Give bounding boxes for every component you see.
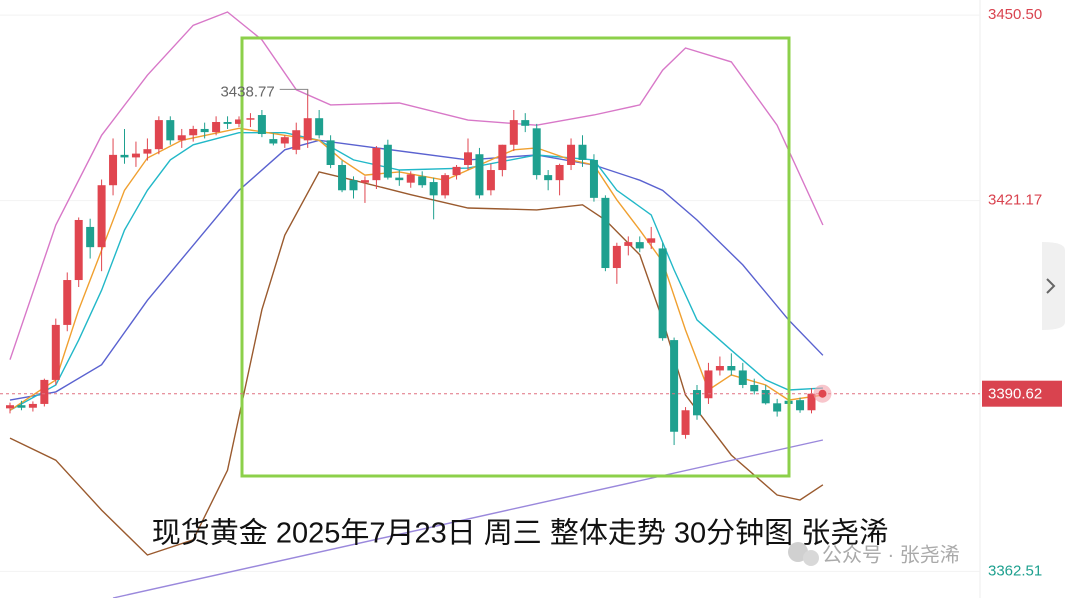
y-tick-label: 3421.17	[988, 192, 1042, 209]
candle-body	[521, 120, 530, 126]
candle-body	[464, 152, 472, 165]
candle-body	[28, 403, 37, 408]
candle-body	[131, 153, 140, 158]
candle-body	[143, 149, 152, 154]
candle-body	[670, 340, 679, 432]
candle-body	[360, 180, 369, 183]
indicator-lines	[9, 11, 824, 598]
candle-body	[418, 176, 427, 186]
indicator-line	[9, 127, 824, 411]
candle-body	[97, 185, 106, 248]
candle-body	[166, 120, 175, 141]
candle-body	[51, 324, 60, 380]
candle-body	[40, 379, 49, 404]
candle-body	[257, 115, 266, 135]
candle-body	[704, 370, 713, 399]
last-price-label: 3390.62	[988, 386, 1042, 403]
candle-body	[109, 154, 118, 186]
candle-body	[486, 170, 495, 191]
candle-body	[441, 175, 450, 196]
last-price-box	[982, 380, 1062, 407]
candle-body	[452, 166, 461, 176]
candle-body	[338, 164, 347, 191]
last-price-dot	[818, 389, 827, 398]
candle-body	[246, 118, 255, 120]
candle-body	[761, 390, 770, 404]
y-tick-label: 3450.50	[988, 6, 1042, 23]
candle-body	[589, 159, 598, 198]
candle-body	[693, 390, 701, 416]
candle-body	[280, 137, 289, 144]
candle-body	[429, 182, 438, 196]
candle-body	[223, 122, 232, 124]
candle-body	[658, 248, 667, 339]
candle-body	[17, 405, 26, 408]
candle-body	[326, 140, 335, 165]
candle-body	[727, 366, 736, 371]
candle-body	[235, 119, 243, 124]
candle-body	[807, 393, 816, 411]
candle-body	[796, 400, 805, 411]
candle-body	[555, 164, 564, 181]
candle-body	[532, 128, 541, 176]
caption: 现货黄金 2025年7月23日 周三 整体走势 30分钟图 张尧浠	[152, 517, 888, 550]
candle-body	[647, 238, 656, 243]
candle-body	[120, 154, 129, 158]
candle-body	[715, 366, 724, 371]
high-label: 3438.77	[220, 83, 274, 100]
candle-body	[63, 280, 72, 325]
candle-body	[773, 403, 782, 412]
indicator-line	[9, 139, 824, 401]
candle-body	[635, 242, 644, 249]
candle-body	[498, 144, 507, 171]
y-tick-label: 3362.51	[988, 562, 1042, 579]
candle-body	[544, 175, 553, 181]
candle-body	[681, 410, 690, 435]
candle-body	[612, 245, 621, 269]
candle-body	[578, 144, 587, 160]
candle-body	[315, 118, 324, 136]
candle-body	[383, 144, 392, 178]
indicator-line	[9, 11, 824, 360]
candle-body	[750, 384, 759, 392]
high-marker	[279, 88, 309, 96]
candle-body	[475, 154, 484, 196]
candle-body	[567, 144, 576, 165]
indicator-line	[9, 171, 824, 556]
watermark: 公众号 · 张尧浠	[822, 543, 960, 566]
grid	[0, 14, 980, 572]
candle-body	[406, 174, 415, 183]
candle-body	[738, 370, 747, 385]
overlay: 3438.77 3390.62	[0, 83, 1062, 407]
candle-body	[303, 118, 312, 141]
candle-body	[177, 135, 186, 141]
highlight-box	[240, 36, 791, 478]
candle-body	[200, 128, 209, 133]
candle-body	[189, 128, 198, 136]
indicator-line	[112, 439, 824, 598]
candle-body	[372, 147, 381, 181]
candle-body	[86, 226, 95, 248]
candle-body	[212, 122, 221, 133]
candle-body	[292, 130, 301, 150]
candles	[6, 89, 816, 446]
candle-body	[269, 139, 278, 144]
candle-body	[395, 177, 404, 181]
candle-body	[624, 242, 633, 246]
candle-body	[6, 405, 14, 409]
candle-body	[509, 120, 518, 145]
arrow-icon	[1046, 278, 1056, 294]
watermark-icon	[788, 542, 819, 566]
candle-body	[349, 180, 358, 191]
candle-body	[74, 219, 83, 281]
candle-body	[601, 197, 610, 269]
candle-body	[154, 120, 163, 150]
